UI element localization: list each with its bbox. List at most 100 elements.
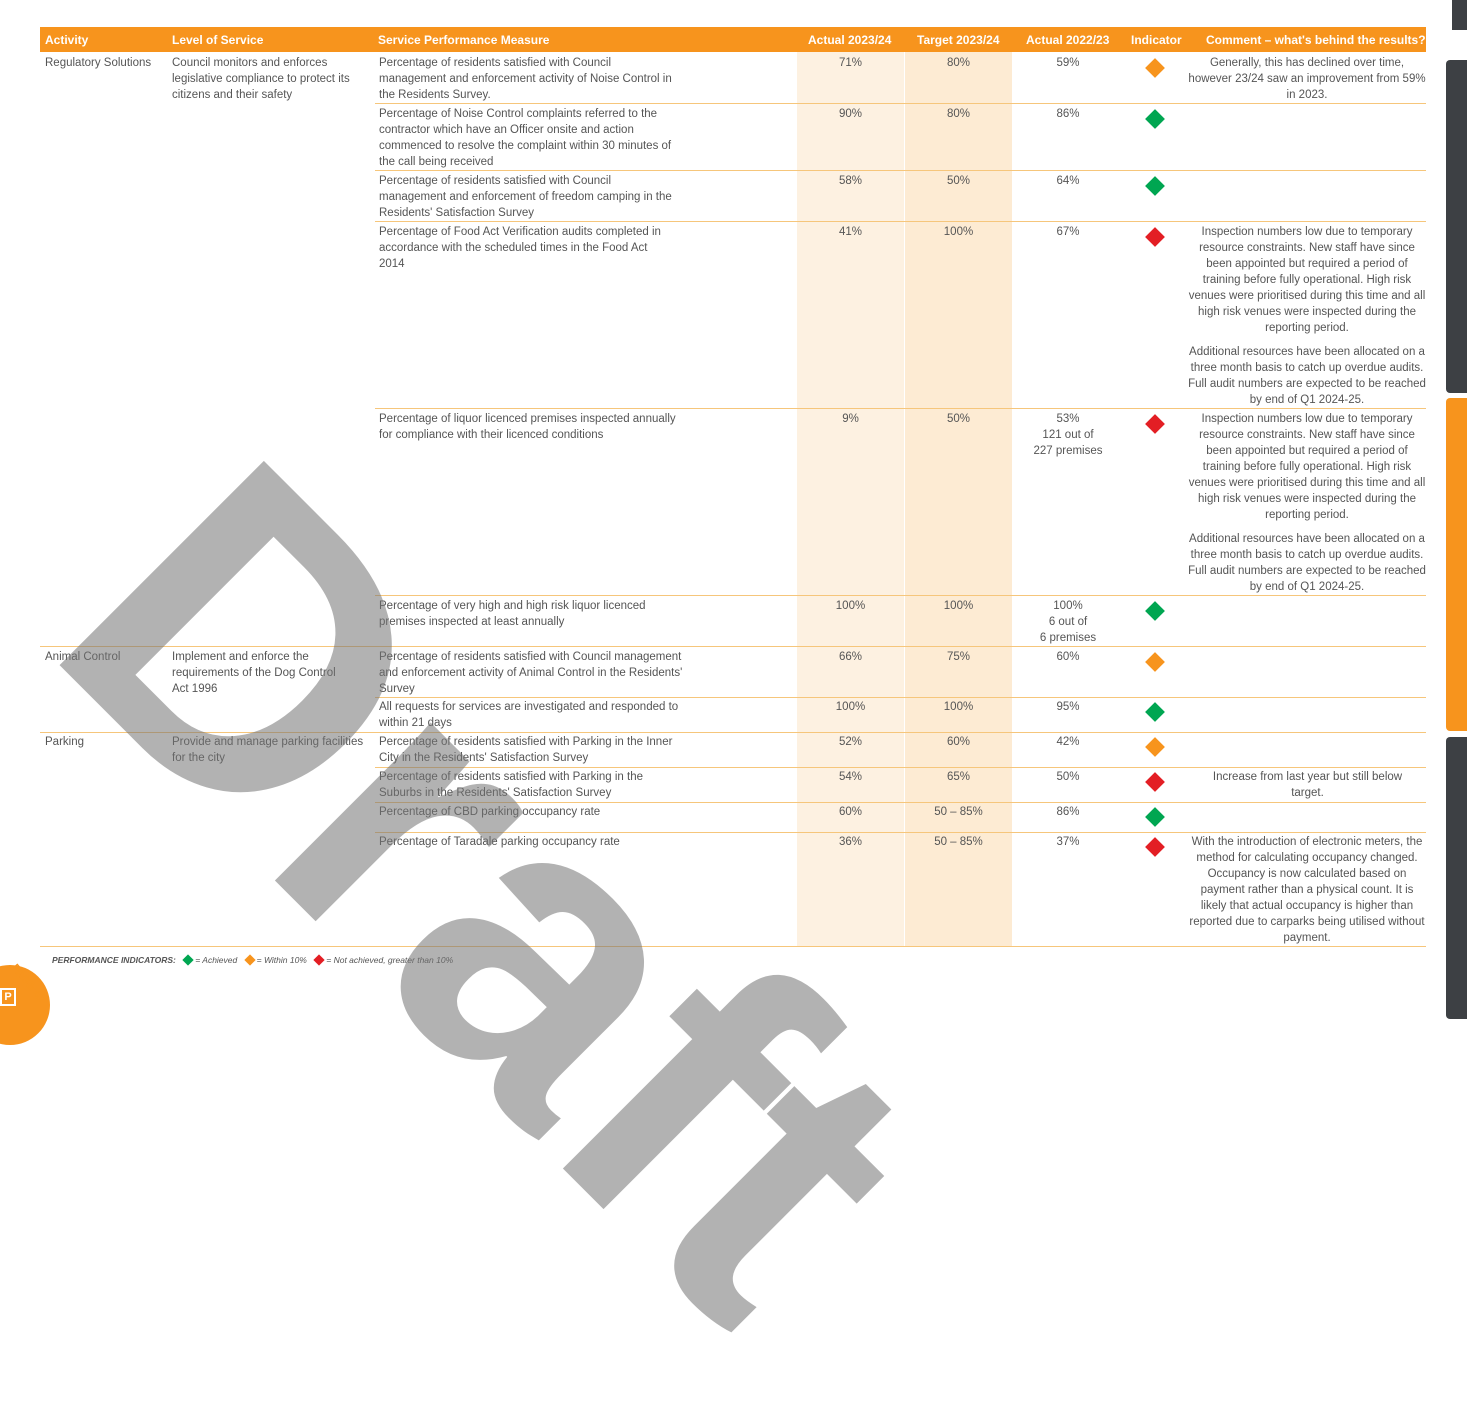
actual-2324-cell: 100% [835,701,866,713]
target-2324-cell: 50 – 85% [934,836,983,848]
level-of-service-cell: Council monitors and enforces legislativ… [172,57,350,101]
header-comment: Comment – what's behind the results? [1206,33,1426,47]
comment-cell-continued: Additional resources have been allocated… [1188,346,1426,406]
section-tab[interactable] [1446,737,1467,1019]
actual-2324-cell: 90% [838,108,863,120]
performance-legend: PERFORMANCE INDICATORS: = Achieved = Wit… [52,954,454,966]
actual-2223-cell: 64% [1056,175,1080,187]
target-2324-cell: 100% [943,600,974,612]
actual-2223-cell: 60% [1056,651,1080,663]
measure-cell: Percentage of residents satisfied with P… [379,736,673,764]
actual-2223-cell: 37% [1056,836,1080,848]
table-bottom-border [40,946,1426,947]
comment-cell: With the introduction of electronic mete… [1189,836,1425,944]
measure-cell: Percentage of residents satisfied with C… [379,651,683,695]
measure-cell: Percentage of Taradale parking occupancy… [379,836,620,848]
actual-2223-cell: 53% 121 out of 227 premises [1013,411,1123,459]
section-tab[interactable] [1446,60,1467,393]
edit-icon[interactable] [1452,0,1467,30]
actual-2223-value: 53% [1056,413,1080,425]
indicator-achieved-icon [1145,176,1165,196]
actual-2324-cell: 71% [838,57,863,69]
measure-cell: Percentage of liquor licenced premises i… [379,413,676,441]
target-2324-cell: 100% [943,701,974,713]
actual-2223-detail: 6 out of [1048,616,1088,628]
indicator-achieved-icon [1145,601,1165,621]
row-divider [375,802,1426,803]
actual-2223-cell: 59% [1056,57,1080,69]
header-actual-2223: Actual 2022/23 [1026,33,1110,47]
actual-2324-cell: 100% [835,600,866,612]
header-activity: Activity [45,33,89,47]
actual-2324-cell: 66% [838,651,863,663]
measure-cell: All requests for services are investigat… [379,701,679,729]
measure-cell: Percentage of residents satisfied with P… [379,771,644,799]
activity-cell: Parking [45,736,84,748]
target-2324-cell: 50% [946,413,971,425]
row-divider [375,697,1426,698]
actual-2223-detail: 121 out of [1042,429,1094,441]
achieved-legend-icon [182,954,194,966]
target-2324-cell: 80% [946,57,971,69]
measure-cell: Percentage of very high and high risk li… [379,600,646,628]
indicator-not-achieved-icon [1145,837,1165,857]
target-2324-cell: 80% [946,108,971,120]
legend-not-achieved: = Not achieved, greater than 10% [326,955,454,965]
level-of-service-cell: Provide and manage parking facilities fo… [172,736,364,764]
actual-2324-cell: 41% [838,226,863,238]
actual-2324-cell: 60% [838,806,863,818]
target-2324-cell: 75% [946,651,971,663]
comment-cell: Inspection numbers low due to temporary … [1188,413,1426,521]
actual-2223-cell: 42% [1056,736,1080,748]
row-divider [375,767,1426,768]
indicator-not-achieved-icon [1145,414,1165,434]
comment-cell-continued: Additional resources have been allocated… [1188,533,1426,593]
row-divider [375,595,1426,596]
legend-title: PERFORMANCE INDICATORS: [52,955,176,965]
not-achieved-legend-icon [313,954,325,966]
section-tab-active[interactable] [1446,398,1467,731]
measure-cell: Percentage of residents satisfied with C… [379,57,672,101]
measure-cell: Percentage of Noise Control complaints r… [379,108,672,168]
target-2324-cell: 100% [943,226,974,238]
within-legend-icon [243,954,256,966]
actual-2223-cell: 50% [1056,771,1080,783]
target-column-shade [905,52,1012,947]
comment-cell: Generally, this has declined over time, … [1188,57,1426,101]
header-indicator: Indicator [1131,33,1182,47]
activity-cell: Animal Control [45,651,121,663]
actual-2324-cell: 36% [838,836,863,848]
target-2324-cell: 60% [946,736,971,748]
comment-cell: Inspection numbers low due to temporary … [1188,226,1426,334]
header-actual-2324: Actual 2023/24 [808,33,892,47]
comment-cell: Increase from last year but still below … [1212,771,1403,799]
legend-achieved: = Achieved [195,955,238,965]
target-2324-cell: 50% [946,175,971,187]
legend-within: = Within 10% [256,955,307,965]
actual-2324-cell: 58% [838,175,863,187]
actual-2324-cell: 54% [838,771,863,783]
parking-icon: P [0,988,16,1006]
actual-2223-detail: 227 premises [1033,445,1103,457]
row-divider [375,221,1426,222]
actual-2223-cell: 100% 6 out of 6 premises [1013,598,1123,646]
row-divider [375,408,1426,409]
row-divider [375,170,1426,171]
level-of-service-cell: Implement and enforce the requirements o… [172,651,336,695]
actual-2223-cell: 86% [1056,108,1080,120]
indicator-achieved-icon [1145,807,1165,827]
actual-2223-detail: 6 premises [1039,632,1097,644]
row-divider [375,832,1426,833]
actual-column-shade [797,52,904,947]
actual-2223-cell: 86% [1056,806,1080,818]
header-target-2324: Target 2023/24 [917,33,1000,47]
section-divider [40,732,1426,733]
indicator-within-icon [1145,652,1165,672]
actual-2223-value: 100% [1053,600,1083,612]
activity-cell: Regulatory Solutions [45,57,152,69]
row-divider [375,103,1426,104]
indicator-within-icon [1145,58,1165,78]
indicator-achieved-icon [1145,109,1165,129]
actual-2223-cell: 95% [1056,701,1080,713]
